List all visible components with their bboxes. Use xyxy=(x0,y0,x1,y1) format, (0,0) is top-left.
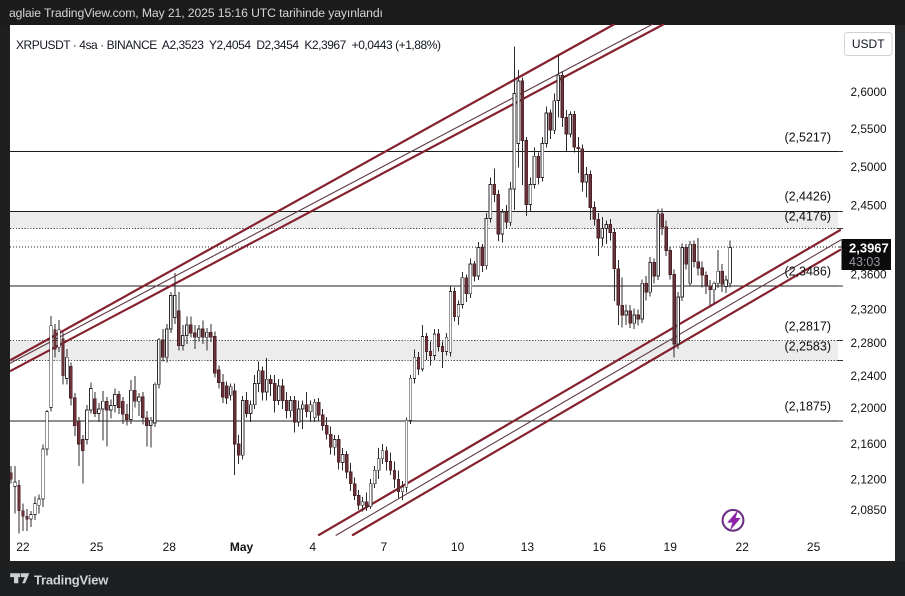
svg-text:(2,1875): (2,1875) xyxy=(784,400,831,414)
svg-text:(2,4176): (2,4176) xyxy=(784,210,831,224)
svg-text:2,4500: 2,4500 xyxy=(851,199,888,213)
svg-text:TradingView: TradingView xyxy=(34,572,109,587)
svg-text:(2,2583): (2,2583) xyxy=(784,340,831,354)
svg-text:2,1600: 2,1600 xyxy=(851,437,888,451)
svg-text:22: 22 xyxy=(16,540,30,554)
svg-text:19: 19 xyxy=(664,540,678,554)
svg-text:2,5000: 2,5000 xyxy=(851,160,888,174)
svg-text:16: 16 xyxy=(593,540,607,554)
svg-text:2,2800: 2,2800 xyxy=(851,336,888,350)
svg-text:28: 28 xyxy=(163,540,177,554)
svg-text:10: 10 xyxy=(451,540,465,554)
svg-text:2,0850: 2,0850 xyxy=(851,503,888,517)
svg-text:(2,2817): (2,2817) xyxy=(784,320,831,334)
svg-text:2,2400: 2,2400 xyxy=(851,369,888,383)
svg-text:25: 25 xyxy=(807,540,821,554)
svg-text:(2,4426): (2,4426) xyxy=(784,190,831,204)
svg-text:2,2000: 2,2000 xyxy=(851,401,888,415)
svg-text:May: May xyxy=(230,540,254,554)
svg-text:2,3967: 2,3967 xyxy=(849,240,889,255)
svg-text:USDT: USDT xyxy=(852,37,885,51)
svg-text:2,3600: 2,3600 xyxy=(851,267,888,281)
svg-text:22: 22 xyxy=(736,540,750,554)
svg-text:7: 7 xyxy=(381,540,388,554)
svg-text:43:03: 43:03 xyxy=(849,255,880,269)
svg-text:(2,3486): (2,3486) xyxy=(784,265,831,279)
svg-text:25: 25 xyxy=(90,540,104,554)
svg-text:2,1200: 2,1200 xyxy=(851,473,888,487)
svg-text:2,6000: 2,6000 xyxy=(851,85,888,99)
svg-text:13: 13 xyxy=(521,540,535,554)
svg-text:(2,5217): (2,5217) xyxy=(784,131,831,145)
svg-text:4: 4 xyxy=(309,540,316,554)
svg-text:2,5500: 2,5500 xyxy=(851,122,888,136)
svg-text:2,3200: 2,3200 xyxy=(851,303,888,317)
